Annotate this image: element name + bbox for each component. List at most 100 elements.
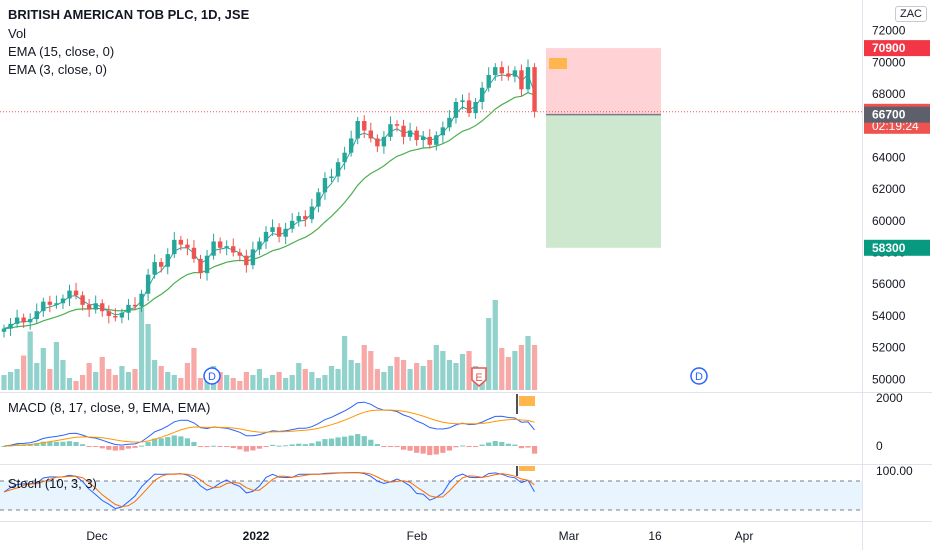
volume-bar: [453, 363, 459, 390]
macd-histogram-bar: [125, 446, 132, 449]
chart-title: BRITISH AMERICAN TOB PLC, 1D, JSE: [8, 7, 250, 22]
price-tick-label: 60000: [872, 214, 906, 228]
candle: [145, 274, 151, 294]
volume-bar: [80, 375, 86, 390]
candle: [296, 216, 301, 221]
stop-badge: 70900: [872, 41, 906, 55]
macd-histogram-bar: [132, 446, 138, 448]
macd-tick-label: 2000: [876, 391, 903, 405]
macd-histogram-bar: [119, 446, 125, 451]
candle: [290, 220, 295, 229]
macd-pane[interactable]: [1, 401, 538, 456]
volume-bar: [302, 369, 308, 390]
macd-histogram-bar: [302, 444, 308, 446]
macd-histogram-bar: [348, 435, 354, 446]
candle: [80, 295, 85, 305]
time-tick-label: Mar: [559, 529, 580, 543]
volume-bar: [407, 369, 413, 390]
stoch-k-line: [3, 471, 535, 510]
volume-bar: [21, 355, 27, 390]
macd-histogram-bar: [486, 442, 492, 446]
candles[interactable]: [1, 59, 537, 338]
volume-bar: [66, 378, 73, 390]
macd-histogram-bar: [518, 446, 525, 449]
candle: [414, 130, 419, 141]
candle: [14, 317, 20, 324]
macd-histogram-bar: [453, 446, 459, 448]
macd-histogram-bar: [525, 446, 531, 448]
stoch-pane[interactable]: [0, 471, 862, 511]
volume-bar: [466, 351, 472, 390]
candle: [486, 75, 491, 88]
currency-button[interactable]: ZAC: [895, 6, 927, 22]
macd-histogram-bar: [211, 445, 217, 447]
macd-histogram-bar: [374, 444, 380, 446]
volume-bar: [132, 369, 138, 390]
candle: [421, 136, 426, 141]
macd-histogram-bar: [269, 444, 276, 446]
macd-histogram-bar: [73, 441, 79, 446]
volume-bar: [309, 372, 315, 390]
volume-bar: [427, 360, 433, 390]
macd-histogram-bar: [381, 446, 387, 447]
candle: [47, 301, 53, 305]
volume-bar: [276, 372, 282, 390]
macd-histogram-bar: [158, 438, 164, 446]
event-markers[interactable]: D DE: [203, 58, 708, 476]
macd-histogram-bar: [309, 443, 315, 446]
candle: [113, 315, 118, 318]
macd-histogram-bar: [473, 446, 479, 447]
volume-bar: [328, 366, 335, 390]
candle: [119, 312, 125, 318]
volume-bar: [518, 345, 525, 390]
earnings-marker: E: [475, 372, 482, 384]
volume-bar: [400, 360, 407, 390]
entry-badge: 66700: [872, 108, 906, 122]
macd-histogram-bar: [499, 441, 505, 446]
price-tick-label: 54000: [872, 309, 906, 323]
candle: [93, 303, 98, 310]
volume-bar: [145, 324, 151, 390]
candle: [185, 244, 190, 248]
macd-histogram-bar: [93, 446, 99, 447]
candle: [211, 241, 216, 256]
macd-histogram-bar: [335, 437, 341, 446]
price-tick-label: 68000: [872, 87, 906, 101]
price-tick-label: 64000: [872, 150, 906, 164]
macd-histogram-bar: [145, 441, 151, 446]
volume-bars: [1, 300, 538, 390]
candle: [460, 100, 465, 102]
volume-bar: [53, 342, 59, 390]
macd-histogram-bar: [433, 446, 439, 455]
time-tick-label: Apr: [735, 529, 754, 543]
candle: [231, 246, 236, 253]
macd-histogram-bar: [106, 446, 112, 450]
macd-tick-label: 0: [876, 439, 883, 453]
volume-bar: [263, 378, 269, 390]
volume-bar: [486, 318, 492, 390]
candle: [335, 162, 341, 177]
volume-bar: [512, 351, 518, 390]
volume-bar: [47, 369, 53, 390]
time-tick-label: 2022: [243, 529, 270, 543]
candle: [34, 311, 39, 320]
candle: [198, 258, 203, 274]
price-tick-label: 70000: [872, 55, 906, 69]
price-tick-label: 62000: [872, 182, 906, 196]
candle: [263, 231, 269, 242]
volume-bar: [394, 357, 400, 390]
macd-histogram-bar: [184, 438, 190, 446]
candle: [532, 67, 537, 112]
volume-bar: [243, 372, 249, 390]
macd-histogram-bar: [80, 444, 86, 446]
volume-bar: [420, 366, 426, 390]
candle: [276, 227, 282, 237]
macd-histogram-bar: [400, 446, 407, 450]
macd-histogram-bar: [34, 443, 40, 446]
macd-histogram-bar: [60, 441, 66, 446]
volume-bar: [348, 360, 354, 390]
volume-bar: [446, 360, 452, 390]
volume-bar: [224, 375, 230, 390]
volume-bar: [256, 369, 263, 390]
